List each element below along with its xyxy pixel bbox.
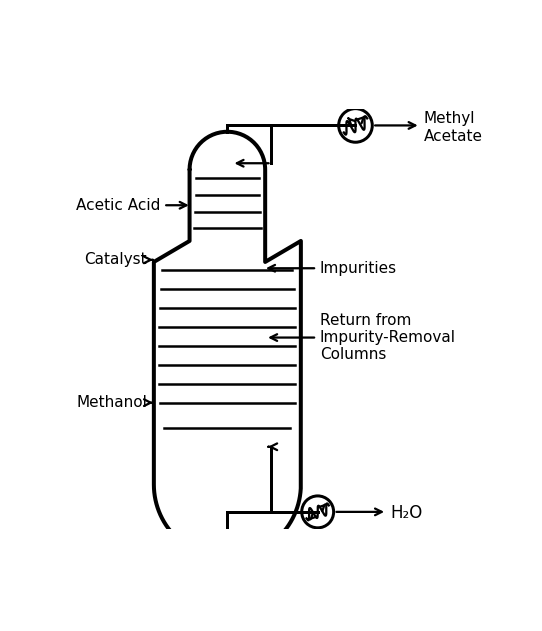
Text: Return from
Impurity-Removal
Columns: Return from Impurity-Removal Columns [270, 312, 456, 362]
Text: Methanol: Methanol [76, 395, 153, 410]
Text: H₂O: H₂O [390, 504, 423, 522]
Text: Catalyst: Catalyst [85, 252, 153, 268]
Text: Methyl
Acetate: Methyl Acetate [424, 111, 483, 144]
Text: Acetic Acid: Acetic Acid [76, 198, 186, 213]
Text: Impurities: Impurities [268, 261, 397, 276]
